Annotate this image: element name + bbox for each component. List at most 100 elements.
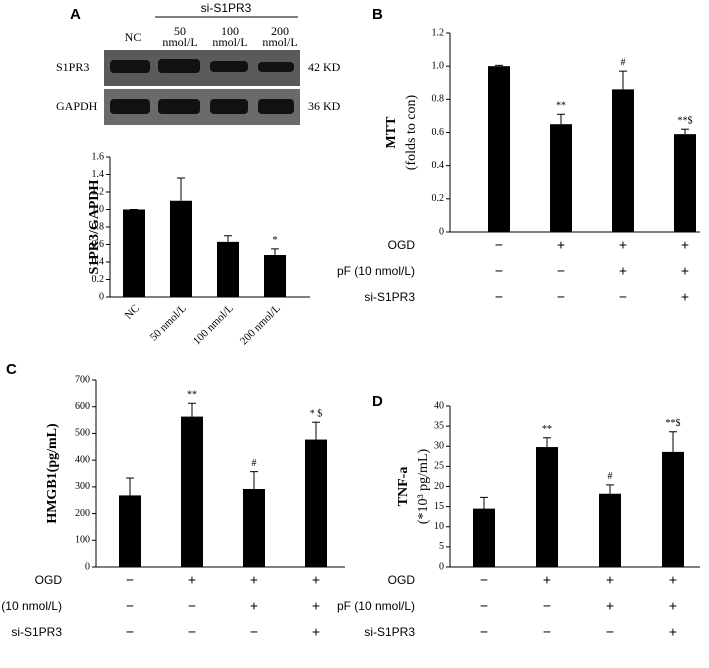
- y-tick-label: 1.0: [92, 204, 105, 215]
- condition-label: pF (10 nmol/L): [337, 599, 415, 613]
- y-tick-label: 1.6: [92, 151, 105, 162]
- y-tick-label: 700: [75, 374, 90, 385]
- annotation: *: [273, 235, 278, 246]
- panel-letter: B: [372, 6, 383, 23]
- y-axis-label: S1PR3/GAPDH: [87, 179, 102, 274]
- condition-mark: −: [250, 624, 258, 640]
- y-tick-label: 500: [75, 428, 90, 439]
- y-tick-label: 200: [75, 508, 90, 519]
- condition-mark: +: [312, 598, 320, 614]
- condition-mark: +: [619, 237, 627, 253]
- y-axis-label: TNF-a: [396, 467, 411, 507]
- condition-mark: +: [606, 598, 614, 614]
- annotation: **$: [678, 115, 693, 126]
- condition-mark: +: [250, 572, 258, 588]
- size-label: 42 KD: [308, 60, 341, 74]
- condition-mark: +: [669, 572, 677, 588]
- condition-mark: −: [480, 572, 488, 588]
- condition-label: si-S1PR3: [364, 625, 415, 639]
- bar: [217, 241, 239, 297]
- annotation: **: [556, 101, 566, 112]
- bar: [119, 495, 141, 567]
- bar: [536, 447, 558, 567]
- condition-mark: −: [495, 289, 503, 305]
- condition-mark: −: [126, 572, 134, 588]
- y-axis-label: MTT: [384, 116, 399, 149]
- condition-mark: −: [543, 624, 551, 640]
- condition-label: si-S1PR3: [11, 625, 62, 639]
- condition-mark: +: [543, 572, 551, 588]
- y-tick-label: 10: [434, 521, 444, 532]
- y-tick-label: 0.4: [432, 160, 445, 171]
- lane-label: 50 nmol/L: [162, 24, 197, 49]
- condition-mark: −: [126, 624, 134, 640]
- bar: [473, 508, 495, 567]
- condition-label: pF (10 nmol/L): [337, 264, 415, 278]
- annotation: #: [252, 458, 257, 469]
- condition-mark: +: [669, 624, 677, 640]
- bands: [110, 59, 294, 114]
- condition-mark: −: [606, 624, 614, 640]
- annotation: #: [608, 471, 613, 482]
- y-tick-label: 30: [434, 441, 444, 452]
- x-tick-label: 200 nmol/L: [238, 302, 283, 347]
- group-label: si-S1PR3: [201, 1, 252, 15]
- condition-mark: +: [250, 598, 258, 614]
- y-tick-label: 600: [75, 401, 90, 412]
- y-tick-label: 0.6: [432, 127, 445, 138]
- y-tick-label: 1.4: [92, 169, 105, 180]
- y-tick-label: 0.4: [92, 256, 105, 267]
- condition-label: OGD: [388, 238, 416, 252]
- panel-letter: A: [70, 6, 81, 23]
- y-tick-label: 0.2: [92, 274, 105, 285]
- size-label: 36 KD: [308, 99, 341, 113]
- y-tick-label: 300: [75, 481, 90, 492]
- annotation: **: [187, 390, 197, 401]
- condition-mark: +: [312, 572, 320, 588]
- y-tick-label: 0: [439, 226, 444, 237]
- row-label: GAPDH: [56, 99, 98, 113]
- y-tick-label: 100: [75, 535, 90, 546]
- y-tick-label: 5: [439, 541, 444, 552]
- y-tick-label: 20: [434, 481, 444, 492]
- condition-mark: −: [495, 263, 503, 279]
- condition-mark: +: [681, 263, 689, 279]
- annotation: * $: [310, 409, 323, 420]
- lane-label: 100 nmol/L: [212, 24, 247, 49]
- y-tick-label: 15: [434, 501, 444, 512]
- condition-mark: −: [495, 237, 503, 253]
- bar: [243, 488, 265, 567]
- bar: [674, 134, 696, 232]
- condition-mark: −: [188, 598, 196, 614]
- x-tick-label: 50 nmol/L: [148, 302, 189, 343]
- panel-letter: C: [6, 361, 17, 378]
- condition-label: OGD: [35, 573, 63, 587]
- y-tick-label: 25: [434, 461, 444, 472]
- y-tick-label: 1.2: [432, 27, 445, 38]
- y-tick-label: 35: [434, 420, 444, 431]
- y-tick-label: 400: [75, 454, 90, 465]
- panel-letter: D: [372, 393, 383, 410]
- condition-label: pF (10 nmol/L): [0, 599, 62, 613]
- annotation: **$: [666, 418, 681, 429]
- condition-mark: +: [557, 237, 565, 253]
- condition-mark: +: [681, 289, 689, 305]
- condition-mark: +: [312, 624, 320, 640]
- annotation: #: [621, 57, 626, 68]
- condition-mark: −: [619, 289, 627, 305]
- y-tick-label: 1.2: [92, 186, 105, 197]
- y-axis-label: HMGB1(pg/mL): [45, 423, 60, 524]
- y-tick-label: 0: [439, 561, 444, 572]
- y-axis-label: (folds to con): [404, 94, 419, 170]
- x-tick-label: 100 nmol/L: [191, 302, 236, 347]
- condition-mark: +: [619, 263, 627, 279]
- bar: [612, 89, 634, 232]
- bar: [305, 439, 327, 567]
- condition-mark: −: [557, 289, 565, 305]
- lane-label: NC: [125, 30, 142, 44]
- condition-label: si-S1PR3: [364, 290, 415, 304]
- bar: [550, 124, 572, 232]
- bar: [123, 209, 145, 297]
- lane-label: 200 nmol/L: [262, 24, 297, 49]
